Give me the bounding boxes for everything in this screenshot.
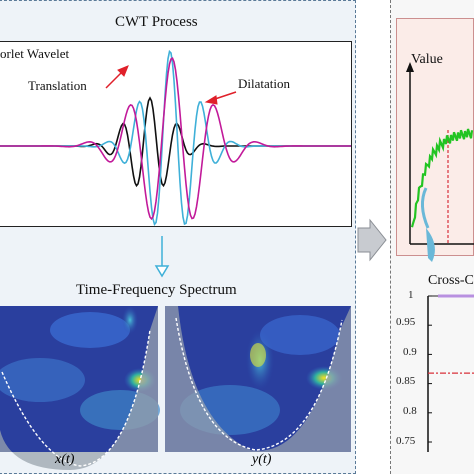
transition-arrow xyxy=(357,218,387,262)
value-axis-label: Value xyxy=(411,52,443,67)
dilatation-arrow xyxy=(204,91,237,105)
y-tick-label: 0.9 xyxy=(403,346,417,358)
y-tick-label: 0.95 xyxy=(396,316,416,328)
y-tick-label: 1 xyxy=(408,289,414,301)
x-signal-label: x(t) xyxy=(55,452,75,467)
cross-corr-plot xyxy=(427,294,474,452)
cwt-title: CWT Process xyxy=(115,14,198,30)
wavelet-label: orlet Wavelet xyxy=(0,46,70,61)
magenta-wavelet xyxy=(0,57,351,221)
down-arrow xyxy=(154,236,170,278)
y-spectrum-image xyxy=(165,306,351,452)
signal-line xyxy=(410,128,474,228)
y-signal-label: y(t) xyxy=(252,452,272,467)
spectrum-title: Time-Frequency Spectrum xyxy=(76,282,237,298)
cross-corr-label: Cross-C xyxy=(428,273,474,288)
value-plot xyxy=(406,62,474,262)
x-spectrum-image xyxy=(0,306,160,470)
y-tick-label: 0.85 xyxy=(396,375,416,387)
y-tick-label: 0.75 xyxy=(396,435,416,447)
y-tick-label: 0.8 xyxy=(403,405,417,417)
translation-label: Translation xyxy=(28,78,87,93)
translation-arrow xyxy=(105,65,129,89)
dilatation-label: Dilatation xyxy=(238,76,290,91)
